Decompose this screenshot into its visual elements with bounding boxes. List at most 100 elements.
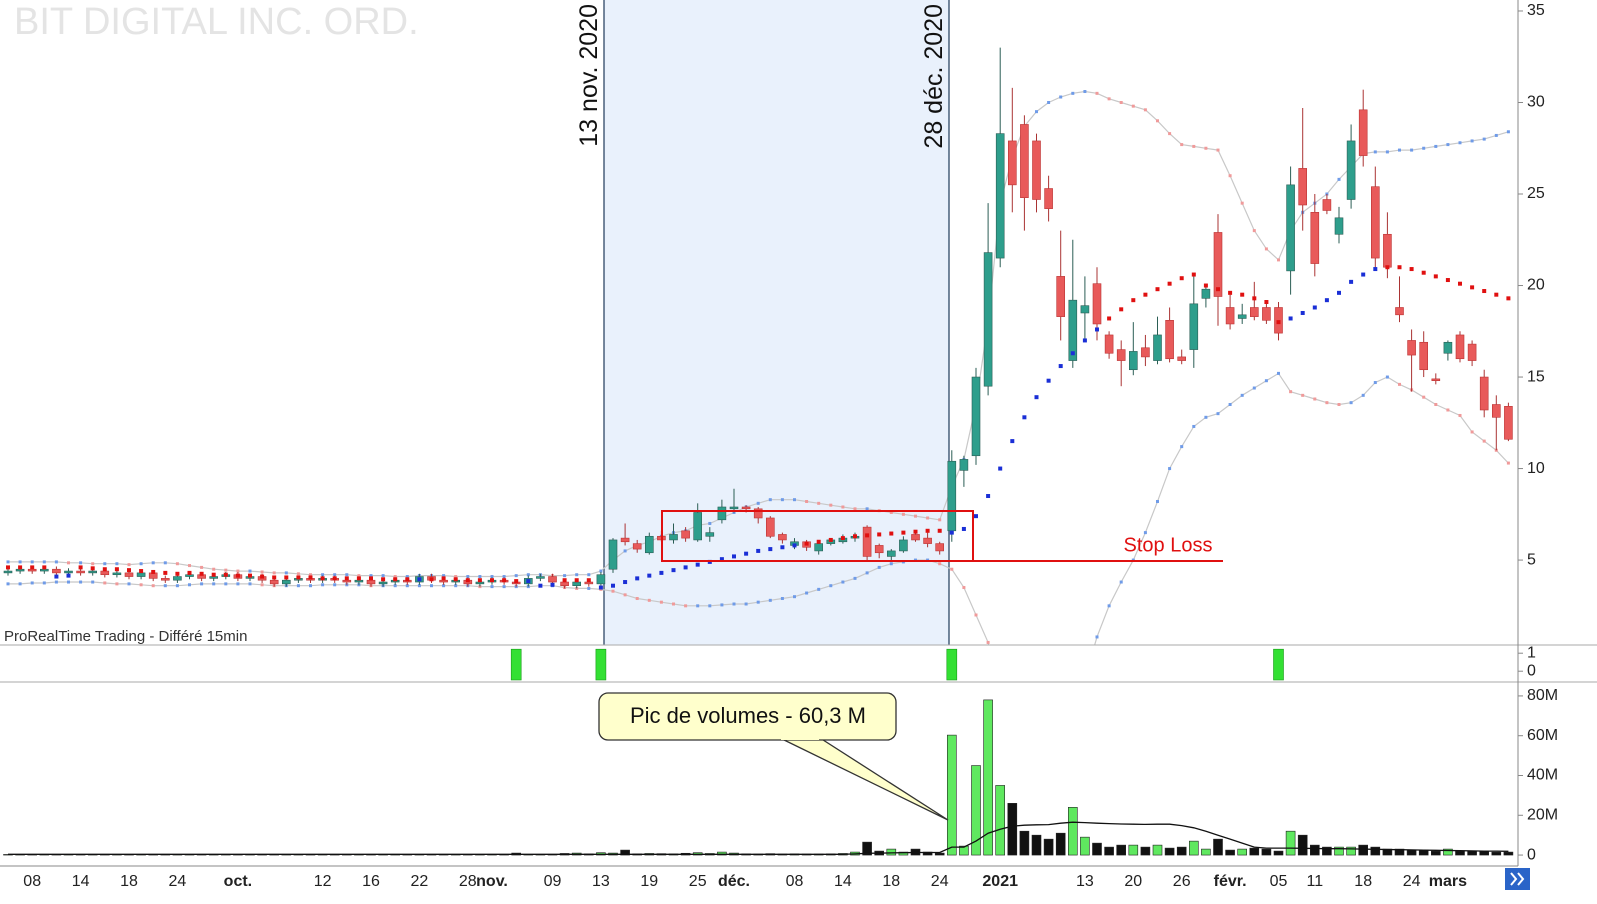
sar-dot bbox=[1312, 305, 1317, 310]
candle-body bbox=[1129, 351, 1138, 371]
candle-body bbox=[560, 581, 569, 586]
sar-dot bbox=[1300, 310, 1305, 315]
x-tick-label: 18 bbox=[1354, 873, 1372, 890]
band-dot bbox=[817, 587, 821, 591]
x-tick-label: 08 bbox=[786, 873, 804, 890]
candle-body bbox=[1371, 186, 1380, 259]
band-dot bbox=[6, 582, 10, 586]
x-tick-label: 22 bbox=[411, 873, 429, 890]
band-dot bbox=[1047, 100, 1051, 104]
band-dot bbox=[672, 602, 675, 606]
band-dot bbox=[30, 581, 34, 585]
band-dot bbox=[780, 498, 784, 502]
band-dot bbox=[1313, 397, 1317, 401]
sar-dot bbox=[1494, 292, 1499, 297]
y-tick-label: 5 bbox=[1527, 551, 1536, 568]
sar-dot bbox=[683, 565, 688, 570]
scroll-button-bg[interactable] bbox=[1505, 868, 1530, 890]
volume-bar bbox=[1491, 851, 1502, 856]
candle-body bbox=[1165, 320, 1174, 360]
x-tick-label: déc. bbox=[718, 873, 750, 890]
volume-bar bbox=[1019, 830, 1030, 856]
band-dot bbox=[1168, 132, 1172, 136]
band-dot bbox=[768, 598, 772, 602]
band-dot bbox=[1192, 424, 1196, 428]
band-dot bbox=[260, 583, 264, 587]
candle-body bbox=[1492, 404, 1501, 418]
scroll-button-icon[interactable] bbox=[1510, 872, 1525, 886]
band-dot bbox=[1083, 90, 1087, 94]
band-dot bbox=[1095, 635, 1099, 639]
band-dot bbox=[212, 567, 216, 571]
candle-body bbox=[778, 534, 787, 541]
band-dot bbox=[635, 597, 639, 601]
band-dot bbox=[1180, 143, 1184, 147]
band-dot bbox=[1434, 402, 1438, 406]
signal-bar bbox=[1273, 648, 1284, 681]
candle-body bbox=[620, 537, 630, 543]
sar-dot bbox=[1167, 281, 1172, 286]
band-dot bbox=[115, 562, 119, 566]
band-dot bbox=[91, 562, 95, 566]
band-dot bbox=[575, 573, 579, 577]
candle-body bbox=[1250, 307, 1259, 317]
sar-dot bbox=[90, 566, 95, 571]
y-tick-label: 1 bbox=[1527, 644, 1536, 661]
scroll-button[interactable] bbox=[1505, 868, 1530, 890]
candle-body bbox=[596, 574, 606, 585]
sar-dot bbox=[1482, 289, 1487, 294]
x-tick-label: 16 bbox=[362, 873, 380, 890]
volume-bar bbox=[934, 852, 945, 856]
band-dot bbox=[127, 563, 131, 567]
signal-bar bbox=[946, 648, 958, 681]
band-dot bbox=[1107, 604, 1111, 608]
candle-body bbox=[765, 517, 775, 537]
band-dot bbox=[6, 560, 10, 564]
candle-body bbox=[1443, 341, 1453, 354]
band-dot bbox=[1107, 97, 1111, 101]
band-dot bbox=[526, 573, 530, 577]
band-dot bbox=[1059, 95, 1063, 99]
sar-dot bbox=[1107, 316, 1112, 321]
sar-dot bbox=[780, 545, 785, 550]
band-dot bbox=[1252, 229, 1256, 233]
y-tick-label: 40M bbox=[1527, 767, 1558, 784]
sar-dot bbox=[949, 530, 954, 535]
x-tick-label: 18 bbox=[120, 873, 138, 890]
candle-body bbox=[1346, 140, 1356, 200]
candle-body bbox=[1044, 188, 1053, 209]
band-dot bbox=[1228, 174, 1232, 178]
band-dot bbox=[829, 503, 833, 507]
candle-body bbox=[1213, 232, 1223, 297]
candle-body bbox=[1237, 314, 1247, 319]
band-dot bbox=[248, 582, 252, 586]
band-dot bbox=[684, 604, 688, 608]
candle-body bbox=[1431, 378, 1441, 382]
y-tick-label: 20M bbox=[1527, 806, 1558, 823]
band-dot bbox=[1059, 778, 1062, 781]
sar-dot bbox=[853, 534, 857, 539]
sar-dot bbox=[1433, 274, 1438, 279]
sar-dot bbox=[1216, 287, 1220, 292]
sar-dot bbox=[974, 514, 978, 519]
candle-body bbox=[1262, 307, 1271, 321]
sar-dot bbox=[623, 580, 628, 585]
sar-dot bbox=[1131, 298, 1136, 303]
volume-bar bbox=[1285, 830, 1296, 856]
candle-body bbox=[669, 534, 678, 541]
y-tick-label: 20 bbox=[1527, 277, 1545, 294]
candle-body bbox=[1007, 140, 1017, 186]
x-tick-label: 08 bbox=[23, 873, 41, 890]
band-dot bbox=[151, 584, 155, 588]
x-tick-label: 19 bbox=[640, 873, 658, 890]
candle-body bbox=[548, 576, 557, 583]
band-dot bbox=[333, 573, 337, 577]
band-dot bbox=[1482, 439, 1486, 443]
candle-body bbox=[209, 576, 218, 579]
sar-dot bbox=[1143, 292, 1148, 297]
candle-body bbox=[1504, 406, 1513, 440]
sar-dot bbox=[1324, 298, 1329, 303]
band-dot bbox=[67, 580, 70, 584]
candle-body bbox=[1322, 199, 1332, 211]
sar-dot bbox=[647, 573, 652, 578]
